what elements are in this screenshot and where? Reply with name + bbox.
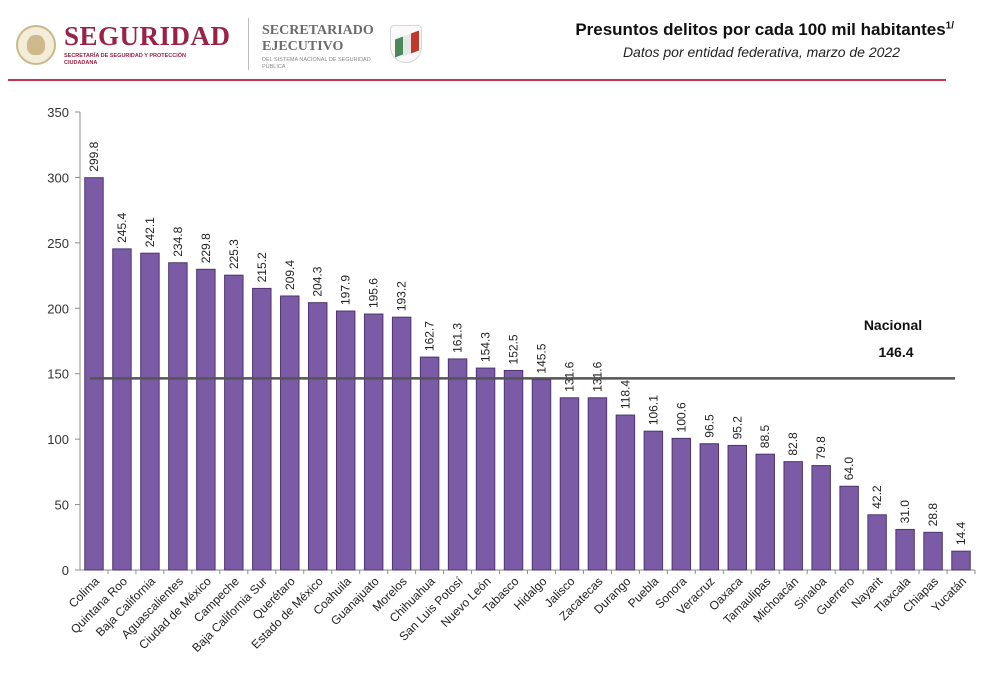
header-divider bbox=[248, 18, 249, 70]
bar bbox=[252, 287, 272, 571]
bar bbox=[839, 485, 859, 571]
national-value-label: 146.4 bbox=[878, 344, 913, 360]
y-tick-label: 350 bbox=[47, 105, 69, 120]
chart-subtitle: Datos por entidad federativa, marzo de 2… bbox=[622, 44, 900, 60]
bar-value-label: 204.3 bbox=[311, 266, 325, 296]
bar bbox=[419, 356, 440, 571]
bar bbox=[699, 443, 720, 571]
bar-value-label: 64.0 bbox=[842, 457, 856, 481]
bar-value-label: 42.2 bbox=[870, 485, 884, 509]
y-tick-label: 200 bbox=[47, 301, 69, 316]
bar bbox=[531, 379, 552, 571]
bar bbox=[84, 177, 104, 571]
bar-value-label: 82.8 bbox=[786, 432, 800, 456]
chart-title-footnote: 1/ bbox=[945, 20, 954, 32]
bar-value-label: 28.8 bbox=[926, 503, 940, 527]
secretariado-title: SECRETARIADO EJECUTIVO bbox=[262, 23, 374, 54]
bar-value-label: 209.4 bbox=[283, 260, 297, 290]
chart-title: Presuntos delitos por cada 100 mil habit… bbox=[575, 20, 954, 40]
bar bbox=[224, 274, 244, 571]
y-tick-label: 250 bbox=[47, 236, 69, 251]
brand-name: SEGURIDAD bbox=[64, 21, 231, 51]
bar bbox=[112, 248, 132, 571]
bar-value-label: 100.6 bbox=[674, 402, 688, 432]
bar-value-label: 161.3 bbox=[451, 323, 465, 353]
bar-value-label: 225.3 bbox=[227, 239, 241, 269]
bar bbox=[615, 414, 636, 571]
chart-title-text: Presuntos delitos por cada 100 mil habit… bbox=[575, 20, 946, 39]
national-label: Nacional bbox=[864, 317, 922, 333]
y-tick-label: 300 bbox=[47, 170, 69, 185]
bar bbox=[391, 316, 412, 571]
bar-value-label: 197.9 bbox=[339, 275, 353, 305]
bar bbox=[475, 367, 496, 571]
bar bbox=[503, 369, 524, 571]
bar bbox=[671, 437, 692, 571]
bar-value-label: 193.2 bbox=[395, 281, 409, 311]
bar bbox=[280, 295, 300, 571]
y-tick-label: 50 bbox=[55, 498, 69, 513]
bar bbox=[923, 531, 943, 571]
bar bbox=[755, 453, 775, 571]
bar bbox=[335, 310, 356, 571]
y-tick-label: 150 bbox=[47, 367, 69, 382]
bar-value-label: 31.0 bbox=[898, 500, 912, 524]
bar-value-label: 88.5 bbox=[758, 425, 772, 449]
bar-value-label: 145.5 bbox=[534, 343, 548, 373]
bar-value-label: 106.1 bbox=[646, 395, 660, 425]
header-rule bbox=[8, 79, 946, 81]
bar bbox=[447, 358, 468, 571]
y-tick-label: 100 bbox=[47, 432, 69, 447]
brand-subtitle: SECRETARÍA DE SEGURIDAD Y PROTECCIÓN CIU… bbox=[64, 53, 187, 66]
bar bbox=[140, 252, 160, 571]
bar-value-label: 229.8 bbox=[199, 233, 213, 263]
bar-value-label: 131.6 bbox=[590, 361, 604, 391]
bar bbox=[559, 397, 580, 571]
bar bbox=[951, 550, 971, 571]
bar-value-label: 154.3 bbox=[479, 332, 493, 362]
bar-value-label: 96.5 bbox=[702, 414, 716, 438]
bar bbox=[783, 461, 803, 571]
bar-value-label: 242.1 bbox=[143, 217, 157, 247]
bar bbox=[867, 514, 887, 571]
bar bbox=[727, 444, 747, 571]
bar-value-label: 118.4 bbox=[618, 380, 632, 409]
bar bbox=[196, 268, 216, 571]
bar-value-label: 299.8 bbox=[87, 141, 101, 171]
bar bbox=[308, 302, 328, 571]
bar bbox=[811, 465, 831, 571]
y-tick-label: 0 bbox=[62, 563, 69, 578]
secretariado-subtitle: DEL SISTEMA NACIONAL DE SEGURIDAD PÚBLIC… bbox=[262, 57, 371, 70]
bar-value-label: 234.8 bbox=[171, 226, 185, 256]
bar-value-label: 215.2 bbox=[255, 252, 269, 282]
bar-value-label: 162.7 bbox=[423, 321, 437, 351]
bar-value-label: 131.6 bbox=[562, 361, 576, 391]
bar-value-label: 195.6 bbox=[367, 278, 381, 308]
tricolor-shield-icon bbox=[390, 25, 422, 63]
bar-value-label: 79.8 bbox=[814, 436, 828, 460]
bar bbox=[895, 528, 915, 571]
bar-value-label: 245.4 bbox=[115, 213, 129, 243]
bar-value-label: 152.5 bbox=[507, 334, 521, 364]
bar bbox=[643, 430, 664, 571]
bar bbox=[363, 313, 384, 571]
bar-value-label: 95.2 bbox=[730, 416, 744, 440]
bar-value-label: 14.4 bbox=[954, 521, 968, 545]
bar bbox=[587, 397, 608, 571]
bar bbox=[168, 262, 188, 571]
seguridad-logo-seal bbox=[16, 25, 56, 65]
